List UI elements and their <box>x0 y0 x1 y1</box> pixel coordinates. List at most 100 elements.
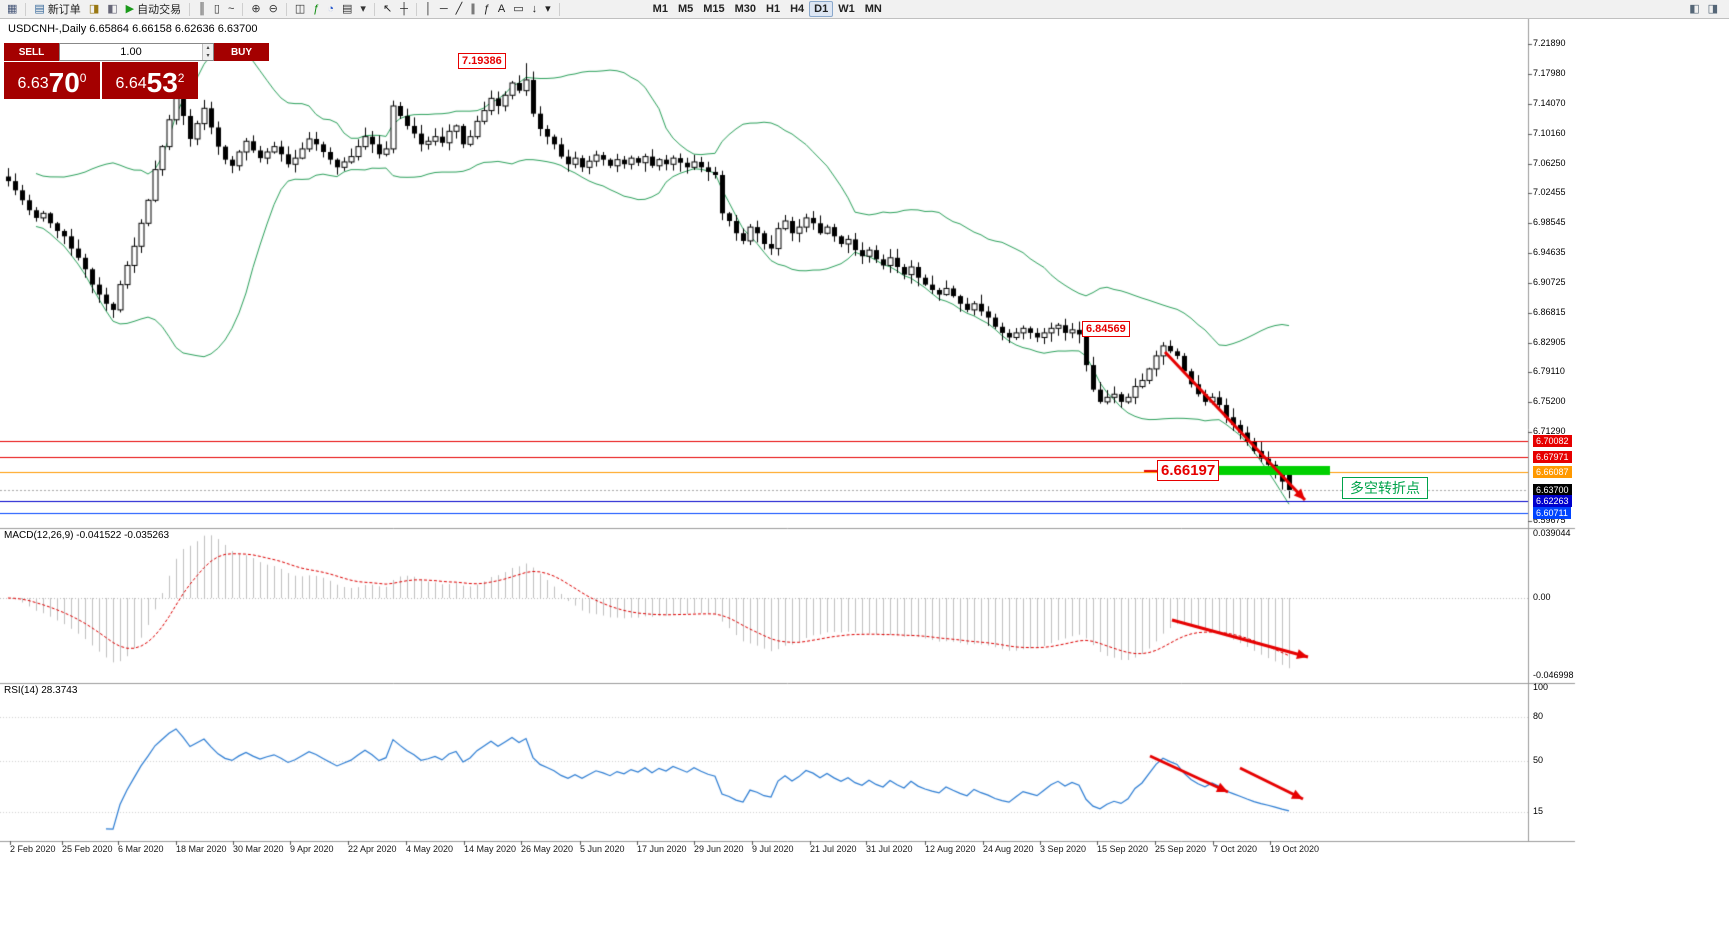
cursor-icon: ↖ <box>382 3 393 15</box>
channel-icon[interactable]: ∥ <box>466 1 480 17</box>
date-label: 9 Jul 2020 <box>752 844 794 854</box>
vertical-line-icon[interactable]: │ <box>421 1 436 17</box>
tf-h1[interactable]: H1 <box>761 1 785 17</box>
toolbar-separator <box>25 2 27 16</box>
price-axis-label: 7.06250 <box>1533 157 1566 168</box>
tile-windows-icon: ◫ <box>294 3 306 15</box>
line-chart-icon[interactable]: ~ <box>224 1 238 17</box>
indicators-icon[interactable]: ƒ <box>309 1 323 17</box>
chart-shift-icon[interactable]: ◧ <box>1685 1 1703 17</box>
fibonacci-icon: ƒ <box>483 3 490 15</box>
sell-button[interactable]: SELL <box>4 43 59 61</box>
rsi-label: RSI(14) 28.3743 <box>4 685 78 696</box>
crosshair-icon[interactable]: ┼ <box>396 1 412 17</box>
tf-d1-label: D1 <box>814 3 829 15</box>
tile-windows-icon[interactable]: ◫ <box>291 1 309 17</box>
periods-icon[interactable]: ◔ <box>323 1 338 17</box>
arrows-tool-icon[interactable]: ↓ <box>528 1 542 17</box>
price-label-peak[interactable]: 7.19386 <box>458 53 506 69</box>
market-watch-icon: ◨ <box>88 3 100 15</box>
periods-icon: ◔ <box>327 3 335 15</box>
buy-button[interactable]: BUY <box>214 43 269 61</box>
rsi-axis-label: 100 <box>1533 682 1549 692</box>
price-axis-label: 7.14070 <box>1533 97 1566 108</box>
volume-down-button[interactable]: ▾ <box>203 52 213 60</box>
toolbar-right-group: ◧ ◨ <box>1685 1 1722 17</box>
trendline-icon[interactable]: ╱ <box>452 1 467 17</box>
tf-mn[interactable]: MN <box>860 1 887 17</box>
navigator-icon[interactable]: ◧ <box>103 1 121 17</box>
tf-w1[interactable]: W1 <box>833 1 860 17</box>
tf-m1[interactable]: M1 <box>648 1 673 17</box>
chart-window-icon: ▦ <box>7 3 18 15</box>
tf-h4[interactable]: H4 <box>785 1 809 17</box>
buy-price-point: 2 <box>177 71 185 85</box>
buy-price[interactable]: 6.64 53 2 <box>102 62 198 99</box>
rsi-axis-label: 50 <box>1533 755 1544 765</box>
indicators-icon: ƒ <box>313 3 320 15</box>
date-label: 6 Mar 2020 <box>118 844 164 854</box>
templates-icon[interactable]: ▤ <box>338 1 356 17</box>
tf-h1-label: H1 <box>766 3 781 15</box>
zoom-in-icon[interactable]: ⊕ <box>247 1 264 17</box>
bar-chart-icon: ║ <box>198 3 206 15</box>
toolbar-separator <box>242 2 244 16</box>
dropdown-caret-icon[interactable]: ▾ <box>356 1 370 17</box>
date-label: 7 Oct 2020 <box>1213 844 1258 854</box>
objects-caret-icon[interactable]: ▾ <box>541 1 555 17</box>
text-icon[interactable]: A <box>494 1 509 17</box>
chart-window-icon[interactable]: ▦ <box>3 1 21 17</box>
price-label-entry[interactable]: 6.66197 <box>1157 460 1220 481</box>
cursor-icon[interactable]: ↖ <box>379 1 396 17</box>
fibonacci-icon[interactable]: ƒ <box>480 1 494 17</box>
date-label: 26 May 2020 <box>521 844 574 854</box>
zoom-out-icon[interactable]: ⊖ <box>265 1 282 17</box>
price-axis-label: 6.59675 <box>1533 514 1566 525</box>
market-watch-icon[interactable]: ◨ <box>85 1 103 17</box>
price-axis-badge: 6.70082 <box>1533 435 1572 448</box>
autotrading-button[interactable]: ▶ 自动交易 <box>122 1 185 17</box>
tf-m15[interactable]: M15 <box>698 1 729 17</box>
new-order-button-label: 新订单 <box>47 4 81 16</box>
price-axis-badge: 6.60711 <box>1533 506 1571 519</box>
tf-m5[interactable]: M5 <box>673 1 698 17</box>
date-label: 25 Sep 2020 <box>1155 844 1207 854</box>
new-order-button[interactable]: ▤ 新订单 <box>30 1 84 17</box>
auto-scroll-icon[interactable]: ◨ <box>1704 1 1722 17</box>
volume-input[interactable] <box>60 44 202 60</box>
timeframe-group: M1 M5 M15 M30 H1 H4 D1 W1 MN <box>648 1 887 17</box>
toolbar-separator <box>285 2 287 16</box>
toolbar-group: ▦ <box>3 1 21 17</box>
price-axis-label: 6.98545 <box>1533 216 1566 227</box>
candle-chart-icon[interactable]: ▯ <box>210 1 224 17</box>
date-label: 3 Sep 2020 <box>1040 844 1087 854</box>
bar-chart-icon[interactable]: ║ <box>194 1 210 17</box>
channel-icon: ∥ <box>470 3 476 15</box>
price-axis-label: 7.02455 <box>1533 186 1566 197</box>
buy-price-big-figure: 6.64 <box>115 75 147 92</box>
rsi-axis-label: 80 <box>1533 711 1544 722</box>
label-icon[interactable]: ▭ <box>509 1 527 17</box>
vertical-line-icon: │ <box>424 3 432 15</box>
volume-up-button[interactable]: ▴ <box>203 44 213 52</box>
toolbar-group: ⊕ ⊖ <box>247 1 281 17</box>
auto-scroll-icon: ◨ <box>1707 3 1718 15</box>
templates-icon: ▤ <box>342 3 353 15</box>
price-label-breakdown[interactable]: 6.84569 <box>1082 321 1130 337</box>
horizontal-line-icon[interactable]: ─ <box>436 1 452 17</box>
tf-m30[interactable]: M30 <box>730 1 761 17</box>
price-axis-label: 7.17980 <box>1533 67 1566 78</box>
toolbar-separator <box>558 2 560 16</box>
turning-point-label[interactable]: 多空转折点 <box>1342 477 1428 499</box>
date-label: 15 Sep 2020 <box>1097 844 1149 854</box>
toolbar-separator <box>373 2 375 16</box>
price-axis-label: 6.71290 <box>1533 425 1566 436</box>
date-label: 4 May 2020 <box>406 844 454 854</box>
tf-d1[interactable]: D1 <box>809 1 834 17</box>
sell-price[interactable]: 6.63 70 0 <box>4 62 100 99</box>
macd-axis-label: 0.00 <box>1533 592 1551 602</box>
navigator-icon: ◧ <box>107 3 118 15</box>
